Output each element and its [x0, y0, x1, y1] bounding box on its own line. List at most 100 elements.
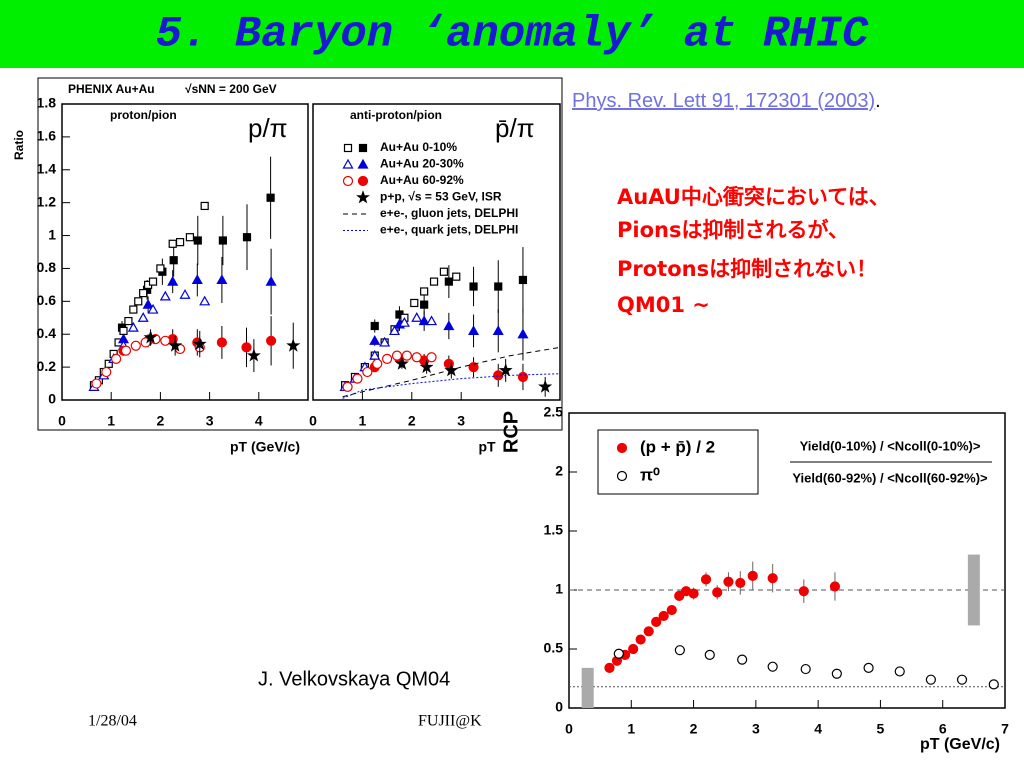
- y-tick-label: 0: [555, 699, 563, 715]
- point: [688, 588, 699, 599]
- phenix-frame: [37, 77, 563, 431]
- point: [498, 363, 513, 377]
- legend-label: (p + p̄) / 2: [640, 437, 715, 456]
- y-tick-label: 1.6: [37, 128, 57, 144]
- x-tick-label: 0: [58, 413, 66, 429]
- point: [370, 321, 379, 331]
- point: [429, 277, 439, 286]
- point: [444, 277, 453, 286]
- y-tick-label: 1: [48, 226, 56, 242]
- y-tick-label: 1.8: [37, 95, 57, 111]
- legend-label: Au+Au 0-10%: [380, 140, 457, 154]
- point: [147, 303, 159, 314]
- y-tick-label: 0: [48, 391, 56, 407]
- point: [452, 272, 461, 281]
- point: [518, 275, 528, 285]
- point: [439, 267, 449, 276]
- point: [700, 574, 712, 585]
- x-tick-label: 3: [457, 413, 465, 429]
- point: [191, 274, 203, 285]
- reference-end: .: [875, 90, 881, 112]
- y-tick-label: 0.6: [37, 292, 57, 308]
- point: [193, 236, 202, 245]
- point: [517, 371, 529, 383]
- point: [391, 350, 403, 361]
- legend-label: e+e-, gluon jets, DELPHI: [380, 206, 518, 220]
- credit: J. Velkovskaya QM04: [258, 668, 450, 690]
- legend-label: Au+Au 60-92%: [380, 173, 464, 187]
- point: [704, 649, 715, 661]
- panel-title: anti-proton/pion: [350, 108, 442, 122]
- legend-marker: [343, 143, 353, 153]
- point: [139, 289, 148, 298]
- point: [142, 298, 154, 309]
- reference[interactable]: Phys. Rev. Lett 91, 172301 (2003): [572, 90, 875, 112]
- legend-box: [597, 429, 759, 495]
- point: [216, 274, 228, 285]
- footer-author: FUJII@K: [418, 713, 482, 730]
- point: [426, 315, 438, 326]
- point: [443, 320, 455, 331]
- y-tick-label: 1: [555, 581, 563, 597]
- point: [137, 312, 149, 322]
- point: [651, 616, 662, 627]
- point: [156, 264, 165, 273]
- note-line: AuAU中心衝突においては、: [617, 185, 890, 209]
- point: [635, 634, 646, 645]
- y-axis-label: Ratio: [12, 130, 26, 160]
- point: [798, 586, 809, 597]
- point: [723, 576, 734, 587]
- y-tick-label: 1.5: [544, 522, 564, 538]
- point: [362, 366, 373, 378]
- point: [168, 338, 183, 352]
- point: [148, 277, 158, 286]
- y-tick-label: 0.8: [37, 259, 57, 275]
- legend-label: Au+Au 20-30%: [380, 157, 464, 171]
- x-tick-label: 4: [814, 721, 822, 737]
- point: [179, 289, 191, 299]
- plot-frame: [61, 103, 309, 401]
- reference-line: Phys. Rev. Lett 91, 172301 (2003).: [572, 90, 881, 112]
- legend-marker: [616, 470, 628, 482]
- point: [185, 233, 195, 242]
- point: [418, 315, 430, 326]
- y-tick-label: 1.2: [37, 193, 57, 209]
- y-tick-label: 0.4: [37, 325, 57, 341]
- legend-marker: [357, 175, 369, 187]
- point: [266, 193, 275, 202]
- point: [956, 674, 968, 685]
- legend-label: π⁰: [640, 465, 660, 484]
- point: [411, 352, 422, 363]
- point: [160, 335, 171, 346]
- x-tick-label: 0: [309, 413, 317, 429]
- x-axis-label: pT (GeV/c): [920, 736, 1000, 753]
- point: [401, 350, 412, 361]
- point: [379, 336, 391, 347]
- x-tick-label: 3: [206, 413, 214, 429]
- point: [674, 590, 685, 602]
- point: [200, 201, 209, 211]
- title-bar: [0, 0, 1024, 68]
- point: [119, 326, 128, 336]
- x-axis-label: pT: [478, 439, 496, 455]
- point: [372, 358, 383, 369]
- point: [265, 275, 277, 286]
- point: [352, 373, 363, 384]
- point: [104, 359, 113, 368]
- ratio-label: p̄/π: [495, 113, 535, 143]
- point: [159, 290, 171, 301]
- x-tick-label: 2: [690, 721, 698, 737]
- point: [175, 238, 185, 247]
- point: [395, 356, 409, 370]
- y-tick-label: 0.5: [544, 640, 564, 656]
- legend-marker: [342, 175, 354, 187]
- point: [831, 668, 842, 679]
- x-tick-label: 1: [107, 413, 115, 429]
- point: [829, 581, 841, 592]
- point: [369, 349, 381, 360]
- x-tick-label: 7: [1001, 721, 1009, 737]
- point: [426, 352, 437, 363]
- systematic-box: [581, 667, 594, 708]
- point: [134, 297, 143, 306]
